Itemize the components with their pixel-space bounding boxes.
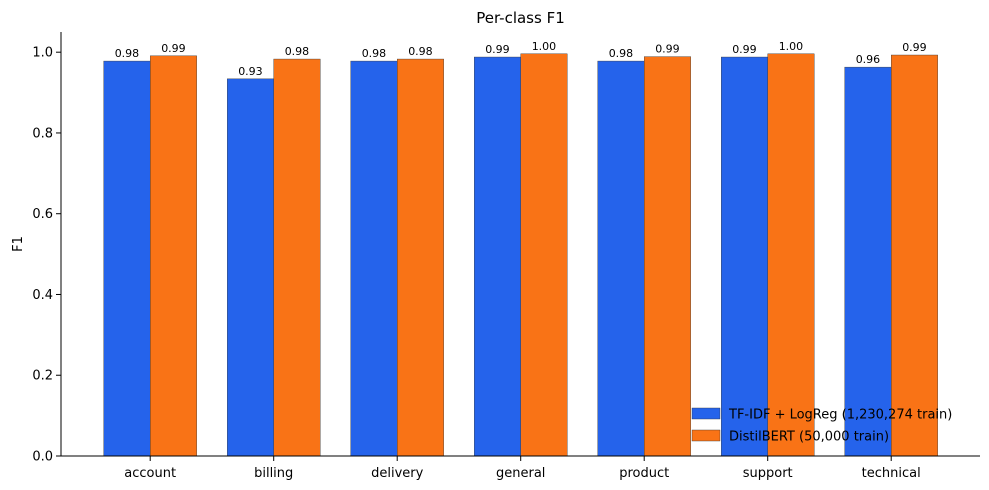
- x-tick-label-product: product: [619, 466, 669, 481]
- bar-0-technical: [844, 66, 892, 457]
- x-tick-label-support: support: [743, 466, 793, 481]
- bar-value-label-1-support: 1.00: [779, 40, 804, 53]
- legend-swatch-0: [691, 407, 721, 420]
- y-axis-label: F1: [11, 236, 26, 252]
- bar-value-label-0-technical: 0.96: [856, 53, 881, 66]
- bar-value-label-0-general: 0.99: [485, 43, 510, 56]
- legend-swatch-1: [691, 429, 721, 442]
- bar-value-label-1-account: 0.99: [161, 42, 186, 55]
- x-tick-label-technical: technical: [862, 466, 921, 481]
- x-tick-label-general: general: [496, 466, 545, 481]
- y-tick-label-0: 0.0: [32, 450, 53, 465]
- bar-value-label-0-account: 0.98: [115, 47, 140, 60]
- y-tick-label-1: 0.2: [32, 369, 53, 384]
- bar-value-label-1-product: 0.99: [655, 43, 680, 56]
- bar-1-delivery: [397, 58, 444, 457]
- bar-0-delivery: [350, 60, 398, 457]
- y-tick-label-5: 1.0: [32, 46, 53, 61]
- bar-value-label-0-support: 0.99: [732, 43, 757, 56]
- plot-area: 0.98 0.93 0.98 0.99 0.98 0.99 0.96 0.99 0.98 0.98…: [103, 40, 938, 457]
- bar-0-product: [597, 60, 645, 457]
- y-tick-label-3: 0.6: [32, 207, 53, 222]
- bar-1-account: [149, 55, 197, 457]
- bar-1-billing: [273, 58, 321, 457]
- legend-entry-0: TF-IDF + LogReg (1,230,274 train): [728, 408, 952, 423]
- bar-0-account: [103, 60, 151, 457]
- x-tick-label-delivery: delivery: [371, 466, 424, 481]
- bar-value-label-1-billing: 0.98: [285, 45, 310, 58]
- bar-1-general: [520, 53, 568, 457]
- bar-value-label-0-billing: 0.93: [238, 65, 263, 78]
- legend-entry-1: DistilBERT (50,000 train): [729, 430, 889, 445]
- bar-value-label-1-technical: 0.99: [902, 41, 927, 54]
- bar-value-label-1-general: 1.00: [532, 40, 557, 53]
- legend: TF-IDF + LogReg (1,230,274 train) DistilB…: [691, 407, 952, 445]
- bar-0-support: [721, 56, 768, 457]
- axes: 0.0 0.2 0.4 0.6 0.8 1.0 account billing delivery…: [32, 32, 980, 481]
- bar-1-technical: [891, 54, 938, 457]
- x-tick-label-account: account: [124, 466, 176, 481]
- bar-value-label-0-product: 0.98: [609, 47, 634, 60]
- bar-0-general: [474, 56, 521, 457]
- y-tick-label-2: 0.4: [32, 288, 53, 303]
- bar-value-label-0-delivery: 0.98: [362, 47, 387, 60]
- bar-value-label-1-delivery: 0.98: [408, 45, 433, 58]
- bar-1-product: [644, 56, 691, 457]
- chart-title: Per-class F1: [476, 9, 565, 27]
- bar-1-support: [767, 53, 815, 457]
- y-tick-label-4: 0.8: [32, 126, 53, 141]
- x-tick-label-billing: billing: [254, 466, 293, 481]
- bar-0-billing: [226, 78, 274, 457]
